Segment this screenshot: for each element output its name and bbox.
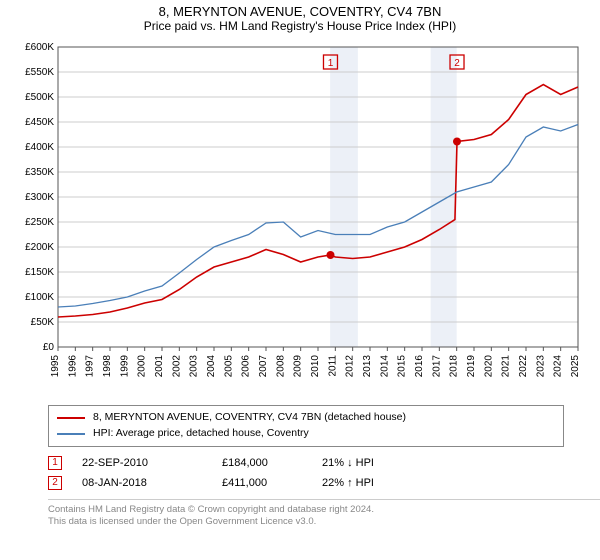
series-red <box>58 85 578 318</box>
y-tick-label: £250K <box>25 217 54 228</box>
x-tick-label: 2025 <box>570 355 581 378</box>
y-tick-label: £50K <box>31 317 55 328</box>
y-tick-label: £400K <box>25 142 54 153</box>
sales-table: 1 22-SEP-2010£184,00021% ↓ HPI 2 08-JAN-201… <box>48 453 600 493</box>
x-tick-label: 2019 <box>466 355 477 378</box>
x-tick-label: 1999 <box>119 355 130 378</box>
footer-line2: This data is licensed under the Open Gov… <box>48 516 600 528</box>
x-tick-label: 2024 <box>553 355 564 378</box>
x-tick-label: 2016 <box>414 355 425 378</box>
legend-label: 8, MERYNTON AVENUE, COVENTRY, CV4 7BN (d… <box>93 410 406 426</box>
sale-marker-label: 2 <box>454 58 460 69</box>
sale-diff: 21% ↓ HPI <box>322 457 442 469</box>
x-tick-label: 2021 <box>501 355 512 378</box>
x-tick-label: 2005 <box>223 355 234 378</box>
x-tick-label: 2002 <box>171 355 182 378</box>
sale-price: £184,000 <box>222 457 322 469</box>
chart-container: 8, MERYNTON AVENUE, COVENTRY, CV4 7BN Pr… <box>0 0 600 560</box>
x-tick-label: 2007 <box>258 355 269 378</box>
x-tick-label: 2000 <box>137 355 148 378</box>
chart-title: 8, MERYNTON AVENUE, COVENTRY, CV4 7BN <box>0 4 600 19</box>
sale-dot <box>453 138 461 146</box>
y-tick-label: £550K <box>25 67 54 78</box>
legend-swatch <box>57 433 85 435</box>
x-tick-label: 2009 <box>293 355 304 378</box>
sale-row: 1 22-SEP-2010£184,00021% ↓ HPI <box>48 453 600 473</box>
sale-diff: 22% ↑ HPI <box>322 477 442 489</box>
x-tick-label: 2023 <box>535 355 546 378</box>
y-tick-label: £0 <box>43 342 55 353</box>
legend-frame: 8, MERYNTON AVENUE, COVENTRY, CV4 7BN (d… <box>48 405 564 447</box>
x-tick-label: 2018 <box>449 355 460 378</box>
x-tick-label: 2006 <box>241 355 252 378</box>
y-tick-label: £150K <box>25 267 54 278</box>
sale-row-marker: 2 <box>48 476 62 490</box>
x-tick-label: 2015 <box>397 355 408 378</box>
sale-date: 08-JAN-2018 <box>82 477 222 489</box>
x-tick-label: 2014 <box>379 355 390 378</box>
x-tick-label: 2008 <box>275 355 286 378</box>
x-tick-label: 1997 <box>85 355 96 378</box>
series-blue <box>58 125 578 308</box>
chart-plot: £0 £50K £100K £150K £200K £250K £300K £350K £400… <box>10 39 590 399</box>
x-tick-label: 2013 <box>362 355 373 378</box>
y-tick-label: £500K <box>25 92 54 103</box>
y-tick-label: £450K <box>25 117 54 128</box>
legend-label: HPI: Average price, detached house, Cove… <box>93 426 309 442</box>
x-tick-label: 1998 <box>102 355 113 378</box>
y-tick-label: £100K <box>25 292 54 303</box>
x-tick-label: 2001 <box>154 355 165 378</box>
y-tick-label: £350K <box>25 167 54 178</box>
legend-row: HPI: Average price, detached house, Cove… <box>57 426 555 442</box>
footer: Contains HM Land Registry data © Crown c… <box>48 499 600 529</box>
legend-row: 8, MERYNTON AVENUE, COVENTRY, CV4 7BN (d… <box>57 410 555 426</box>
sale-dot <box>326 251 334 259</box>
footer-line1: Contains HM Land Registry data © Crown c… <box>48 504 600 516</box>
sale-date: 22-SEP-2010 <box>82 457 222 469</box>
legend: 8, MERYNTON AVENUE, COVENTRY, CV4 7BN (d… <box>48 405 564 447</box>
x-tick-label: 2010 <box>310 355 321 378</box>
chart-subtitle: Price paid vs. HM Land Registry's House … <box>0 19 600 33</box>
y-tick-label: £300K <box>25 192 54 203</box>
title-area: 8, MERYNTON AVENUE, COVENTRY, CV4 7BN Pr… <box>0 0 600 33</box>
x-tick-label: 2012 <box>345 355 356 378</box>
x-tick-label: 2022 <box>518 355 529 378</box>
sale-row-marker: 1 <box>48 456 62 470</box>
x-tick-label: 1995 <box>50 355 61 378</box>
x-tick-label: 2020 <box>483 355 494 378</box>
y-tick-label: £200K <box>25 242 54 253</box>
x-tick-label: 2017 <box>431 355 442 378</box>
legend-swatch <box>57 417 85 419</box>
sale-marker-label: 1 <box>328 58 334 69</box>
x-tick-label: 2011 <box>327 355 338 377</box>
sale-price: £411,000 <box>222 477 322 489</box>
y-tick-label: £600K <box>25 42 54 53</box>
x-tick-label: 1996 <box>67 355 78 378</box>
x-tick-label: 2004 <box>206 355 217 378</box>
sale-row: 2 08-JAN-2018£411,00022% ↑ HPI <box>48 473 600 493</box>
chart-svg: £0 £50K £100K £150K £200K £250K £300K £350K £400… <box>10 39 590 399</box>
x-tick-label: 2003 <box>189 355 200 378</box>
